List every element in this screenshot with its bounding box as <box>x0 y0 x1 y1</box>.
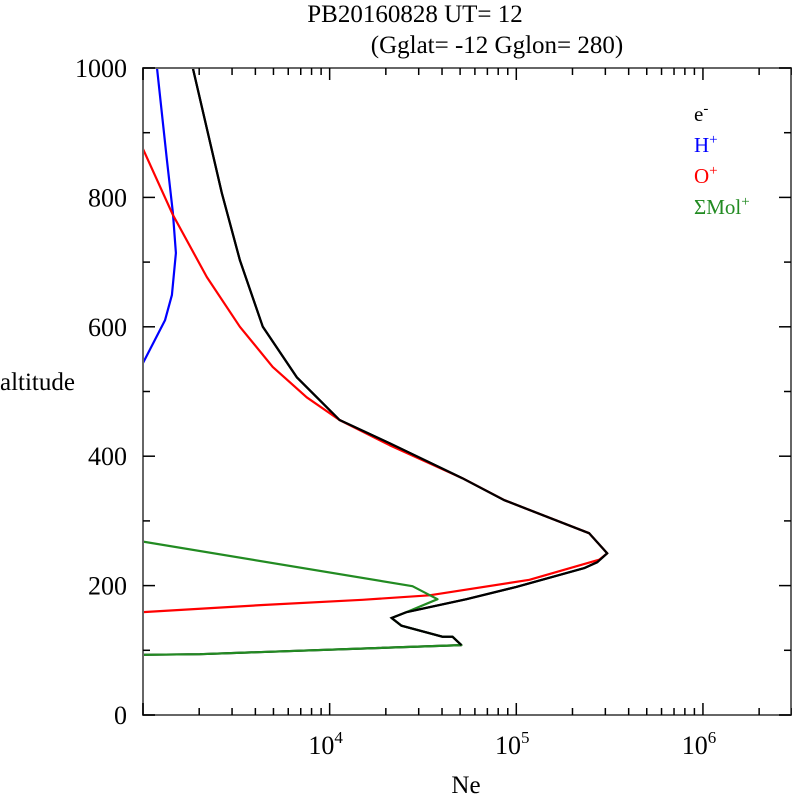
legend-superscript: + <box>709 163 717 179</box>
chart-title-line1: PB20160828 UT= 12 <box>307 1 523 28</box>
legend: e-H+O+ΣMol+ <box>694 101 750 219</box>
x-tick-label: 104 <box>308 728 343 760</box>
legend-label: O <box>694 164 709 188</box>
x-tick-label: 106 <box>682 728 717 760</box>
legend-label: H <box>694 133 709 157</box>
series-line-2 <box>143 148 609 614</box>
series-line-1 <box>143 68 177 364</box>
x-tick-exponent: 4 <box>334 728 343 747</box>
legend-entry-1: H+ <box>694 132 718 157</box>
y-tick-label: 1000 <box>75 54 127 83</box>
x-tick-base: 10 <box>308 731 334 760</box>
legend-label: ΣMol <box>694 195 741 219</box>
legend-label: e <box>694 102 703 126</box>
legend-entry-3: ΣMol+ <box>694 194 750 219</box>
y-tick-label: 400 <box>88 442 127 471</box>
legend-entry-2: O+ <box>694 163 718 188</box>
y-tick-label: 800 <box>88 183 127 212</box>
legend-superscript: + <box>709 132 717 148</box>
legend-superscript: - <box>703 101 708 117</box>
x-tick-base: 10 <box>682 731 708 760</box>
y-tick-label: 200 <box>88 572 127 601</box>
x-tick-exponent: 6 <box>708 728 717 747</box>
y-tick-label: 600 <box>88 313 127 342</box>
x-tick-base: 10 <box>495 731 521 760</box>
x-tick-label: 105 <box>495 728 530 760</box>
chart-title-line2: (Gglat= -12 Gglon= 280) <box>371 32 623 59</box>
y-tick-label: 0 <box>114 701 127 730</box>
series-line-3 <box>143 540 463 656</box>
series-line-electron-top <box>191 68 609 646</box>
x-tick-exponent: 5 <box>521 728 530 747</box>
plot-area <box>143 68 609 656</box>
legend-superscript: + <box>741 194 749 210</box>
y-axis-label: altitude <box>0 369 75 396</box>
legend-entry-0: e- <box>694 101 708 126</box>
x-axis-label: Ne <box>451 772 480 796</box>
